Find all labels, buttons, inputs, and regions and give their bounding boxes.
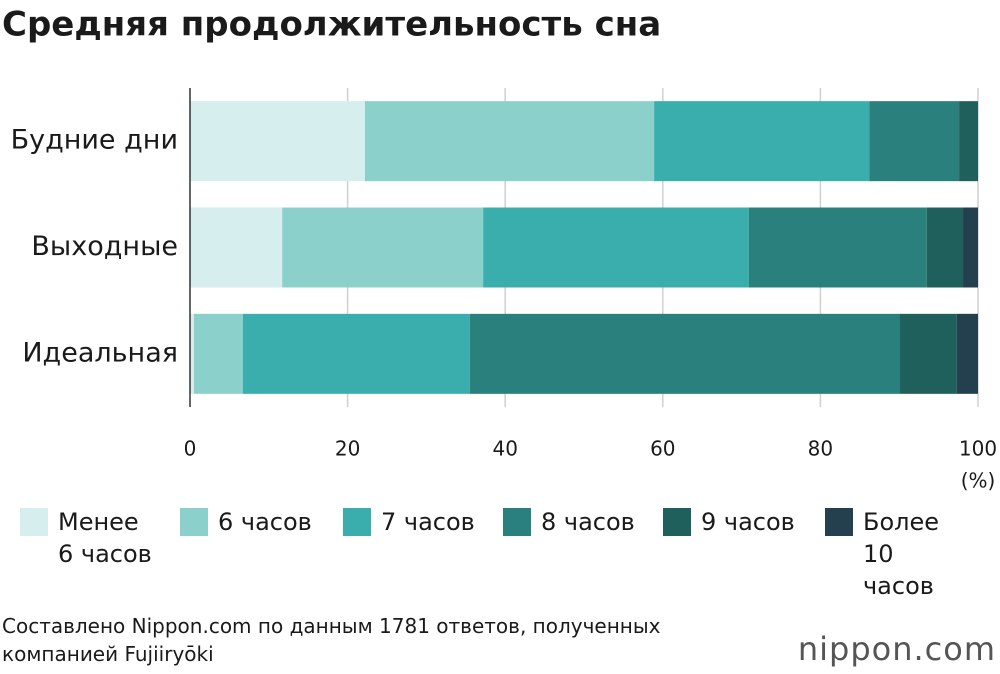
chart-title: Средняя продолжительность сна: [2, 5, 661, 45]
legend-label: 6 часов: [218, 508, 312, 536]
source-note: Составлено Nippon.com по данным 1781 отв…: [2, 614, 661, 666]
legend-label: 9 часов: [701, 508, 795, 536]
bar-segment: [242, 313, 470, 394]
bar-segment: [190, 101, 365, 182]
x-tick-label: 80: [808, 437, 833, 461]
x-tick-label: 40: [492, 437, 517, 461]
bar-segment: [963, 207, 978, 288]
legend-item: Менее 6 часов: [20, 506, 158, 570]
bar-segment: [956, 313, 978, 394]
legend-label: 8 часов: [541, 508, 635, 536]
y-tick-label: Выходные: [31, 231, 178, 262]
legend-item: 6 часов: [180, 506, 312, 538]
x-tick-label: 100: [959, 437, 997, 461]
bar-segment: [469, 313, 900, 394]
x-tick-label: 20: [335, 437, 360, 461]
y-tick-label: Идеальная: [22, 337, 178, 368]
legend-label: Менее 6 часов: [58, 508, 152, 568]
legend-item: 7 часов: [343, 506, 475, 538]
logo: nippon.com: [797, 630, 996, 668]
legend-item: Более 10 часов: [825, 506, 963, 602]
x-tick-label: 0: [184, 437, 197, 461]
bar-segment: [748, 207, 927, 288]
legend-swatch: [180, 508, 208, 536]
bar-segment: [282, 207, 484, 288]
bar-segment: [926, 207, 964, 288]
bar-segment: [193, 313, 243, 394]
legend-item: 8 часов: [503, 506, 635, 538]
bar-segment: [190, 313, 194, 394]
legend-swatch: [663, 508, 691, 536]
x-axis-label: (%): [961, 469, 996, 493]
legend-swatch: [20, 508, 48, 536]
legend-swatch: [503, 508, 531, 536]
legend-swatch: [343, 508, 371, 536]
legend-item: 9 часов: [663, 506, 795, 538]
chart: Средняя продолжительность сна 0 20 40 60 80 1…: [2, 5, 997, 493]
bar-segment: [483, 207, 749, 288]
legend-label: 7 часов: [381, 508, 475, 536]
legend-swatch: [825, 508, 853, 536]
legend-label: Более 10 часов: [863, 508, 940, 600]
x-tick-label: 60: [650, 437, 675, 461]
bar-segment: [190, 207, 283, 288]
bar-segment: [959, 101, 978, 182]
bar-segment: [654, 101, 870, 182]
bar-segment: [899, 313, 957, 394]
y-tick-label: Будние дни: [11, 125, 178, 156]
bar-segment: [869, 101, 960, 182]
bar-segment: [364, 101, 655, 182]
